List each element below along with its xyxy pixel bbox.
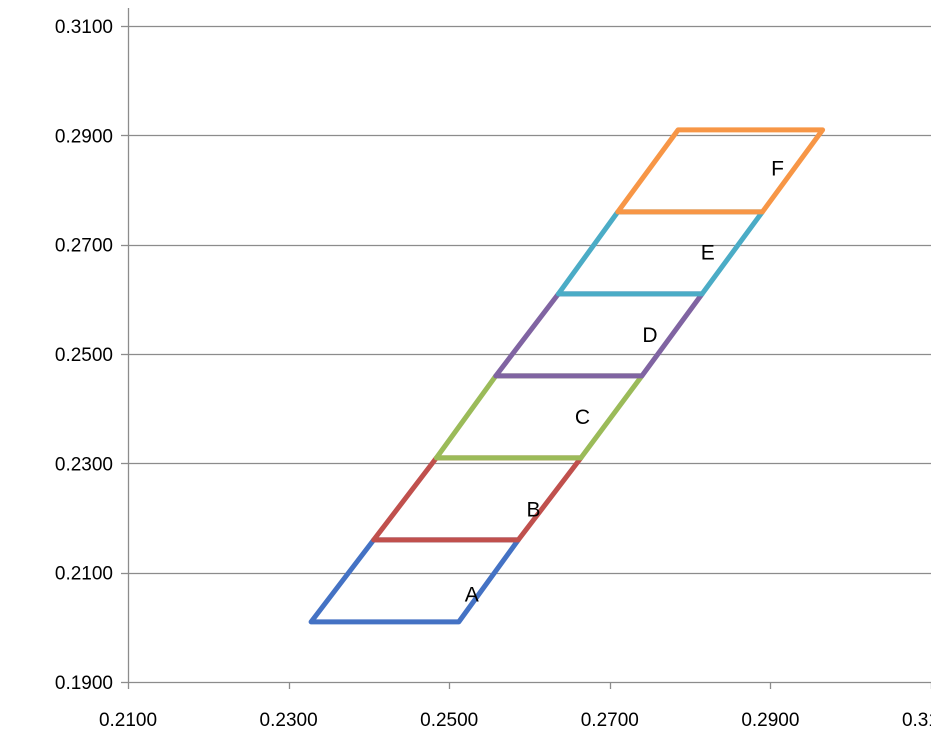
y-tick-label: 0.2900 bbox=[55, 126, 113, 147]
y-tick-label: 0.2500 bbox=[55, 345, 113, 366]
x-tick-label: 0.2900 bbox=[741, 710, 799, 731]
series-label-f: F bbox=[771, 157, 784, 180]
series-b-outline bbox=[371, 455, 584, 543]
x-tick-label: 0.2300 bbox=[260, 710, 318, 731]
x-tick-label: 0.3100 bbox=[902, 710, 931, 731]
series-label-d: D bbox=[642, 324, 657, 347]
series-label-e: E bbox=[701, 242, 715, 265]
axes bbox=[121, 8, 931, 689]
series-label-c: C bbox=[575, 406, 590, 429]
y-tick-label: 0.2100 bbox=[55, 564, 113, 585]
series-e-outline bbox=[555, 209, 765, 297]
x-tick-label: 0.2500 bbox=[420, 710, 478, 731]
series-group bbox=[308, 127, 826, 625]
series-f-outline bbox=[615, 127, 826, 215]
region-labels: A B C D E F bbox=[465, 157, 784, 606]
y-tick-label: 0.2700 bbox=[55, 236, 113, 257]
y-tick-label: 0.2300 bbox=[55, 454, 113, 475]
x-tick-label: 0.2100 bbox=[99, 710, 157, 731]
y-tick-label: 0.3100 bbox=[55, 17, 113, 38]
series-d-outline bbox=[493, 291, 705, 379]
y-tick-label: 0.1900 bbox=[55, 673, 113, 694]
gridlines bbox=[128, 25, 931, 575]
tick-labels: 0.1900 0.2100 0.2300 0.2500 0.2700 0.2900 0.31… bbox=[55, 17, 931, 731]
series-label-a: A bbox=[465, 584, 479, 607]
series-c-outline bbox=[433, 373, 645, 461]
series-label-b: B bbox=[526, 498, 540, 521]
series-a-outline bbox=[308, 537, 521, 625]
x-tick-label: 0.2700 bbox=[581, 710, 639, 731]
